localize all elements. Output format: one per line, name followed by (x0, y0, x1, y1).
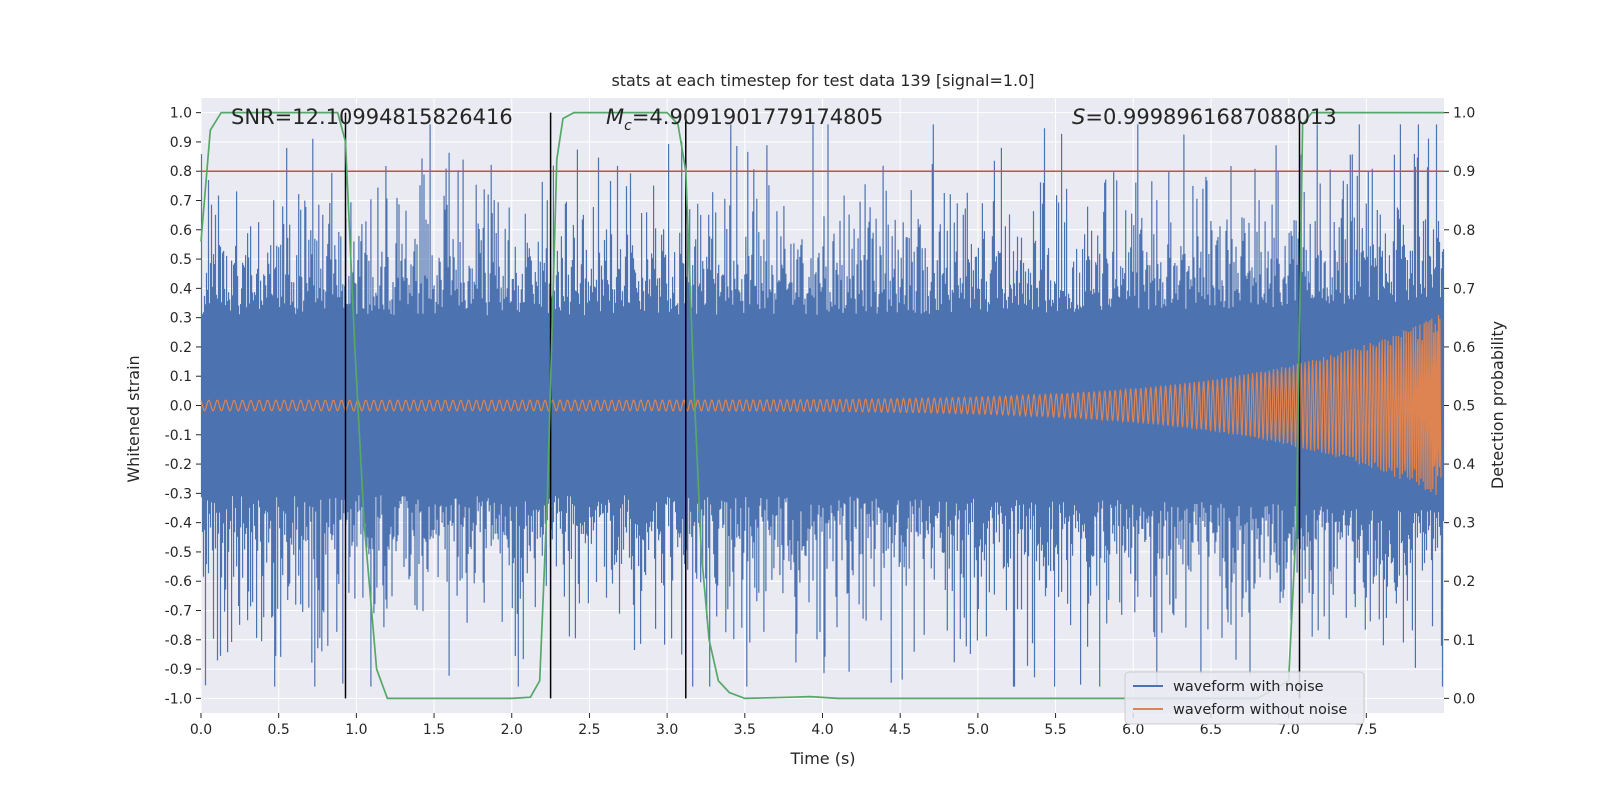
y2-tick-label: 1.0 (1453, 106, 1475, 122)
x-tick-label: 1.5 (423, 722, 445, 738)
detection-statistic-symbol: S (1072, 105, 1085, 129)
chirp-mass-value: =4.9091901779174805 (632, 105, 883, 129)
x-tick-label: 3.5 (734, 722, 756, 738)
y-tick-label: 0.5 (170, 252, 192, 268)
x-tick-label: 6.5 (1200, 722, 1222, 738)
y-axis-ticks: 1.0 0.9 0.8 0.7 0.6 0.5 0.4 0.3 0.2 0.1 0.0 -0.1 -0.… (165, 106, 201, 707)
y-tick-label: 1.0 (170, 106, 192, 122)
series-detection-probability (200, 111, 1444, 700)
y2-tick-label: 0.3 (1453, 516, 1475, 532)
series-waveform-without-noise (200, 315, 1442, 495)
y2-tick-label: 0.4 (1453, 457, 1475, 473)
x-tick-label: 5.5 (1044, 722, 1066, 738)
y2-tick-label: 0.1 (1453, 633, 1475, 649)
y-tick-label: 0.9 (170, 135, 192, 151)
chart-title: stats at each timestep for test data 139… (611, 71, 1034, 90)
y2-tick-label: 0.7 (1453, 281, 1475, 297)
x-tick-label: 1.0 (345, 722, 367, 738)
y2-tick-label: 0.5 (1453, 399, 1475, 415)
x-tick-label: 6.0 (1122, 722, 1144, 738)
x-axis-ticks: 0.0 0.5 1.0 1.5 2.0 2.5 3.0 3.5 4.0 4.5 5.0 5.5 6.0 6… (190, 713, 1377, 738)
y-tick-label: -0.3 (165, 486, 192, 502)
x-tick-label: 7.5 (1355, 722, 1377, 738)
chirp-mass-annotation: Mc=4.9091901779174805 (606, 105, 883, 134)
y2-tick-label: 0.6 (1453, 340, 1475, 356)
legend-label-noise: waveform with noise (1173, 679, 1324, 695)
x-tick-label: 4.0 (811, 722, 833, 738)
y-tick-label: 0.1 (170, 369, 192, 385)
legend: waveform with noise waveform without noi… (1124, 671, 1365, 725)
y-tick-label: -0.6 (165, 574, 192, 590)
y2-tick-label: 0.2 (1453, 574, 1475, 590)
legend-label-signal: waveform without noise (1173, 702, 1347, 718)
y-tick-label: 0.4 (170, 281, 192, 297)
y-tick-label: -0.8 (165, 633, 192, 649)
y2-axis-ticks: 0.0 0.1 0.2 0.3 0.4 0.5 0.6 0.7 0.8 0.9 1.0 (1444, 106, 1475, 707)
x-axis-label: Time (s) (789, 749, 855, 768)
y-tick-label: -0.2 (165, 457, 192, 473)
x-tick-label: 0.5 (268, 722, 290, 738)
chirp-mass-subscript: c (624, 118, 632, 134)
x-tick-label: 5.0 (967, 722, 989, 738)
y-tick-label: -0.5 (165, 545, 192, 561)
y-tick-label: 0.8 (170, 164, 192, 180)
y-tick-label: 0.7 (170, 194, 192, 210)
y2-axis-label: Detection probability (1488, 321, 1507, 489)
y-tick-label: 0.0 (170, 399, 192, 415)
x-tick-label: 3.0 (656, 722, 678, 738)
signal-trace (200, 315, 1442, 495)
y-tick-label: -0.4 (165, 516, 192, 532)
x-tick-label: 7.0 (1277, 722, 1299, 738)
y2-tick-label: 0.8 (1453, 223, 1475, 239)
x-tick-label: 2.5 (578, 722, 600, 738)
y-tick-label: -0.7 (165, 604, 192, 620)
y-tick-label: 0.2 (170, 340, 192, 356)
x-tick-label: 0.0 (190, 722, 212, 738)
detection-statistic-annotation: S=0.9998961687088013 (1072, 105, 1337, 129)
y-tick-label: 0.3 (170, 311, 192, 327)
detection-statistic-value: =0.9998961687088013 (1085, 105, 1336, 129)
x-tick-label: 2.0 (501, 722, 523, 738)
y-tick-label: -0.9 (165, 662, 192, 678)
y-tick-label: -0.1 (165, 428, 192, 444)
chirp-mass-symbol: M (606, 105, 624, 129)
y2-tick-label: 0.9 (1453, 164, 1475, 180)
y-axis-label: Whitened strain (124, 355, 143, 482)
y-tick-label: -1.0 (165, 691, 192, 707)
y2-tick-label: 0.0 (1453, 691, 1475, 707)
y-tick-label: 0.6 (170, 223, 192, 239)
x-tick-label: 4.5 (889, 722, 911, 738)
plot-area (200, 98, 1445, 713)
snr-annotation: SNR=12.10994815826416 (231, 105, 513, 129)
legend-box (1124, 671, 1365, 725)
